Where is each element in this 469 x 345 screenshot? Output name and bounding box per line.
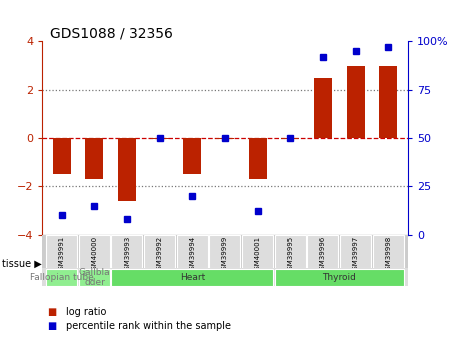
- Bar: [79, 235, 110, 268]
- Bar: [340, 235, 371, 268]
- Text: ■: ■: [47, 321, 56, 331]
- Bar: [242, 235, 273, 268]
- Bar: [249, 138, 267, 179]
- Bar: [183, 138, 202, 174]
- Bar: [379, 66, 397, 138]
- Text: GDS1088 / 32356: GDS1088 / 32356: [50, 26, 173, 40]
- Bar: [112, 235, 143, 268]
- Bar: [314, 78, 332, 138]
- Text: GSM39994: GSM39994: [189, 236, 196, 274]
- Text: GSM39995: GSM39995: [287, 236, 294, 274]
- Bar: [53, 138, 71, 174]
- Bar: [46, 235, 77, 268]
- Text: GSM39993: GSM39993: [124, 236, 130, 274]
- Text: tissue ▶: tissue ▶: [2, 259, 42, 269]
- Bar: [151, 138, 169, 139]
- Bar: [46, 269, 77, 286]
- Text: Thyroid: Thyroid: [323, 273, 356, 282]
- Bar: [216, 138, 234, 139]
- Bar: [118, 138, 136, 201]
- Bar: [281, 138, 299, 139]
- Bar: [347, 66, 365, 138]
- Bar: [79, 269, 110, 286]
- Text: Heart: Heart: [180, 273, 205, 282]
- Bar: [308, 235, 339, 268]
- Text: GSM39997: GSM39997: [353, 236, 359, 274]
- Text: log ratio: log ratio: [66, 307, 106, 317]
- Text: GSM40001: GSM40001: [255, 236, 261, 274]
- Text: GSM39992: GSM39992: [157, 236, 163, 274]
- Bar: [144, 235, 175, 268]
- Text: GSM39998: GSM39998: [386, 236, 392, 274]
- Text: percentile rank within the sample: percentile rank within the sample: [66, 321, 231, 331]
- Text: ■: ■: [47, 307, 56, 317]
- Text: Gallbla
dder: Gallbla dder: [79, 268, 110, 287]
- Text: Fallopian tube: Fallopian tube: [30, 273, 94, 282]
- Bar: [210, 235, 241, 268]
- Bar: [85, 138, 104, 179]
- Text: GSM39991: GSM39991: [59, 236, 65, 274]
- Bar: [373, 235, 404, 268]
- Bar: [275, 235, 306, 268]
- Text: GSM40000: GSM40000: [91, 236, 98, 274]
- Text: GSM39996: GSM39996: [320, 236, 326, 274]
- Bar: [112, 269, 273, 286]
- Bar: [177, 235, 208, 268]
- Bar: [275, 269, 404, 286]
- Text: GSM39999: GSM39999: [222, 236, 228, 274]
